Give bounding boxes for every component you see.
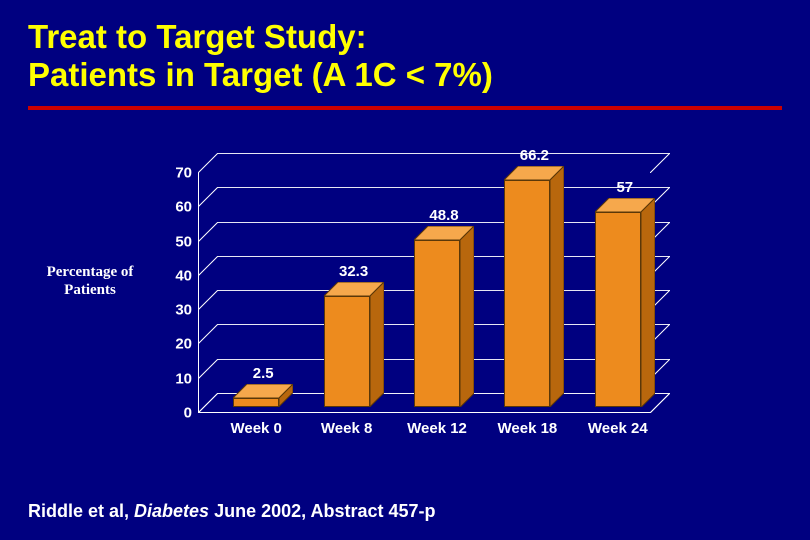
x-tick-label: Week 8 xyxy=(321,420,372,437)
grid-depth xyxy=(650,153,670,173)
bar-front xyxy=(504,180,550,407)
gridline xyxy=(218,187,670,188)
x-tick-label: Week 18 xyxy=(498,420,558,437)
baseline xyxy=(198,412,650,413)
bar-front xyxy=(595,212,641,407)
y-tick-label: 10 xyxy=(164,370,192,387)
grid-depth xyxy=(198,359,218,379)
bar-side xyxy=(641,198,655,407)
gridline xyxy=(218,153,670,154)
axis-left xyxy=(198,173,199,413)
grid-depth xyxy=(198,393,218,413)
grid-depth xyxy=(198,153,218,173)
grid-depth xyxy=(198,256,218,276)
bar-side xyxy=(550,166,564,407)
bar-value-label: 57 xyxy=(616,179,633,196)
bar-side xyxy=(460,226,474,407)
grid-depth xyxy=(198,222,218,242)
bar-value-label: 2.5 xyxy=(253,365,274,382)
y-tick-label: 20 xyxy=(164,336,192,353)
bar-value-label: 48.8 xyxy=(429,207,458,224)
bar-side xyxy=(370,282,384,407)
y-tick-label: 30 xyxy=(164,302,192,319)
bar-front xyxy=(233,398,279,407)
title-line-2: Patients in Target (A 1C < 7%) xyxy=(28,56,493,93)
bar-value-label: 32.3 xyxy=(339,263,368,280)
title-line-1: Treat to Target Study: xyxy=(28,18,367,55)
y-tick-label: 40 xyxy=(164,267,192,284)
bar-front xyxy=(324,296,370,407)
x-tick-label: Week 12 xyxy=(407,420,467,437)
grid-depth xyxy=(198,324,218,344)
citation-suffix: June 2002, Abstract 457-p xyxy=(209,501,435,521)
y-tick-label: 70 xyxy=(164,165,192,182)
grid-depth xyxy=(198,187,218,207)
citation-prefix: Riddle et al, xyxy=(28,501,134,521)
title-underline xyxy=(28,106,782,110)
title-area: Treat to Target Study: Patients in Targe… xyxy=(0,0,810,100)
y-tick-label: 60 xyxy=(164,199,192,216)
citation: Riddle et al, Diabetes June 2002, Abstra… xyxy=(28,501,436,522)
y-tick-label: 50 xyxy=(164,233,192,250)
bar-value-label: 66.2 xyxy=(520,147,549,164)
x-tick-label: Week 0 xyxy=(230,420,281,437)
chart: Percentage of Patients 0102030405060702.… xyxy=(90,145,700,455)
y-axis-label: Percentage of Patients xyxy=(30,263,150,299)
bar-front xyxy=(414,240,460,407)
plot-area: 0102030405060702.5Week 032.3Week 848.8We… xyxy=(198,153,670,413)
grid-depth xyxy=(198,290,218,310)
slide-title: Treat to Target Study: Patients in Targe… xyxy=(28,18,782,94)
y-tick-label: 0 xyxy=(164,405,192,422)
citation-journal: Diabetes xyxy=(134,501,209,521)
bar-side xyxy=(279,384,293,407)
x-tick-label: Week 24 xyxy=(588,420,648,437)
